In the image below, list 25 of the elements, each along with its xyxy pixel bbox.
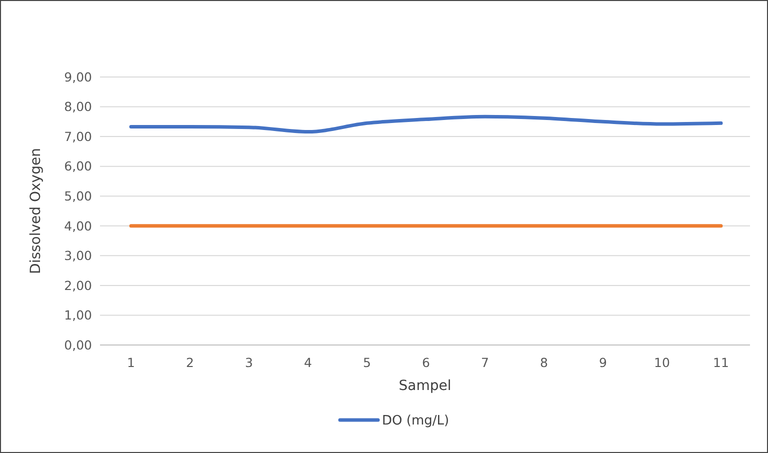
- y-axis-title: Dissolved Oxygen: [28, 148, 44, 274]
- y-tick-label: 8,00: [64, 99, 92, 114]
- x-tick-label: 1: [127, 355, 135, 370]
- y-tick-label: 0,00: [64, 337, 92, 352]
- x-tick-label: 3: [245, 355, 253, 370]
- y-tick-label: 3,00: [64, 248, 92, 264]
- x-tick-label: 10: [654, 355, 670, 370]
- x-tick-label: 6: [422, 355, 430, 370]
- y-tick-label: 7,00: [64, 128, 92, 144]
- x-tick-label: 5: [363, 355, 371, 370]
- x-tick-label: 8: [540, 355, 548, 370]
- y-tick-label: 4,00: [64, 218, 92, 234]
- y-tick-label: 9,00: [64, 69, 92, 84]
- x-tick-label: 2: [186, 355, 194, 370]
- y-tick-label: 2,00: [64, 278, 92, 293]
- legend-label: DO (mg/L): [382, 414, 450, 429]
- y-tick-label: 1,00: [64, 308, 92, 323]
- x-tick-label: 9: [599, 355, 608, 370]
- line-series: [129, 114, 723, 134]
- x-tick-label: 7: [481, 355, 489, 370]
- x-tick-label: 11: [713, 355, 729, 370]
- y-tick-label: 5,00: [64, 188, 92, 204]
- y-tick-label: 6,00: [64, 158, 92, 174]
- x-axis-title: Sampel: [398, 378, 452, 394]
- x-tick-label: 4: [304, 355, 312, 370]
